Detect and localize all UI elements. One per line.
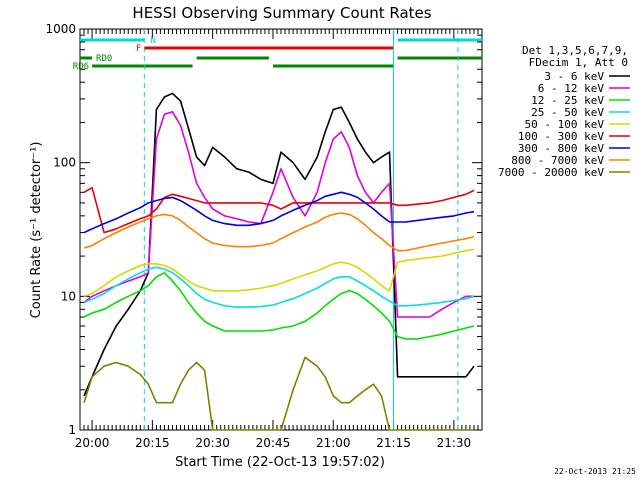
chart-title: HESSI Observing Summary Count Rates	[132, 4, 431, 22]
series-line	[83, 271, 475, 340]
legend-header: FDecim 1, Att 0	[529, 56, 628, 69]
y-tick-label: 1000	[45, 22, 76, 36]
x-tick-label: 20:45	[256, 436, 291, 450]
legend-label: 100 - 300 keV	[518, 130, 604, 143]
x-tick-label: 20:15	[135, 436, 170, 450]
x-tick-label: 20:00	[75, 436, 110, 450]
x-tick-label: 21:30	[437, 436, 472, 450]
y-tick-label: 10	[61, 289, 76, 303]
legend-label: 50 - 100 keV	[525, 118, 605, 131]
legend-label: 25 - 50 keV	[531, 106, 604, 119]
series-line	[83, 248, 475, 298]
legend-header: Det 1,3,5,6,7,9,	[522, 44, 628, 57]
mode-bar-label: RD6	[73, 62, 89, 72]
legend-label: 3 - 6 keV	[544, 70, 604, 83]
x-tick-label: 20:30	[195, 436, 230, 450]
series-line	[83, 111, 474, 318]
x-tick-label: 21:00	[316, 436, 351, 450]
legend-label: 300 - 800 keV	[518, 142, 604, 155]
mode-bar-label: RD0	[96, 54, 112, 64]
legend-label: 12 - 25 keV	[531, 94, 604, 107]
y-axis-label: Count Rate (s⁻¹ detector⁻¹)	[29, 142, 44, 319]
legend-label: 6 - 12 keV	[538, 82, 605, 95]
y-tick-label: 100	[53, 156, 76, 170]
series-line	[83, 92, 475, 397]
legend-label: 800 - 7000 keV	[511, 154, 604, 167]
mode-bar-label: N	[150, 36, 155, 46]
mode-bar-label: F	[136, 44, 141, 54]
x-tick-label: 21:15	[376, 436, 411, 450]
series-line	[83, 356, 474, 431]
x-axis-label: Start Time (22-Oct-13 19:57:02)	[175, 455, 385, 470]
legend-label: 7000 - 20000 keV	[498, 166, 604, 179]
legend: Det 1,3,5,6,7,9,FDecim 1, Att 03 - 6 keV…	[498, 44, 630, 179]
timestamp-label: 22-Oct-2013 21:25	[554, 467, 636, 476]
series-line	[83, 266, 475, 308]
series-line	[83, 191, 475, 234]
series-line	[83, 186, 475, 234]
y-tick-label: 1	[68, 423, 76, 437]
series-line	[83, 212, 475, 252]
plot-area: 1 10 100 1000 20:00 20:15 20:30 20:45 21:00 21:15…	[45, 22, 483, 450]
